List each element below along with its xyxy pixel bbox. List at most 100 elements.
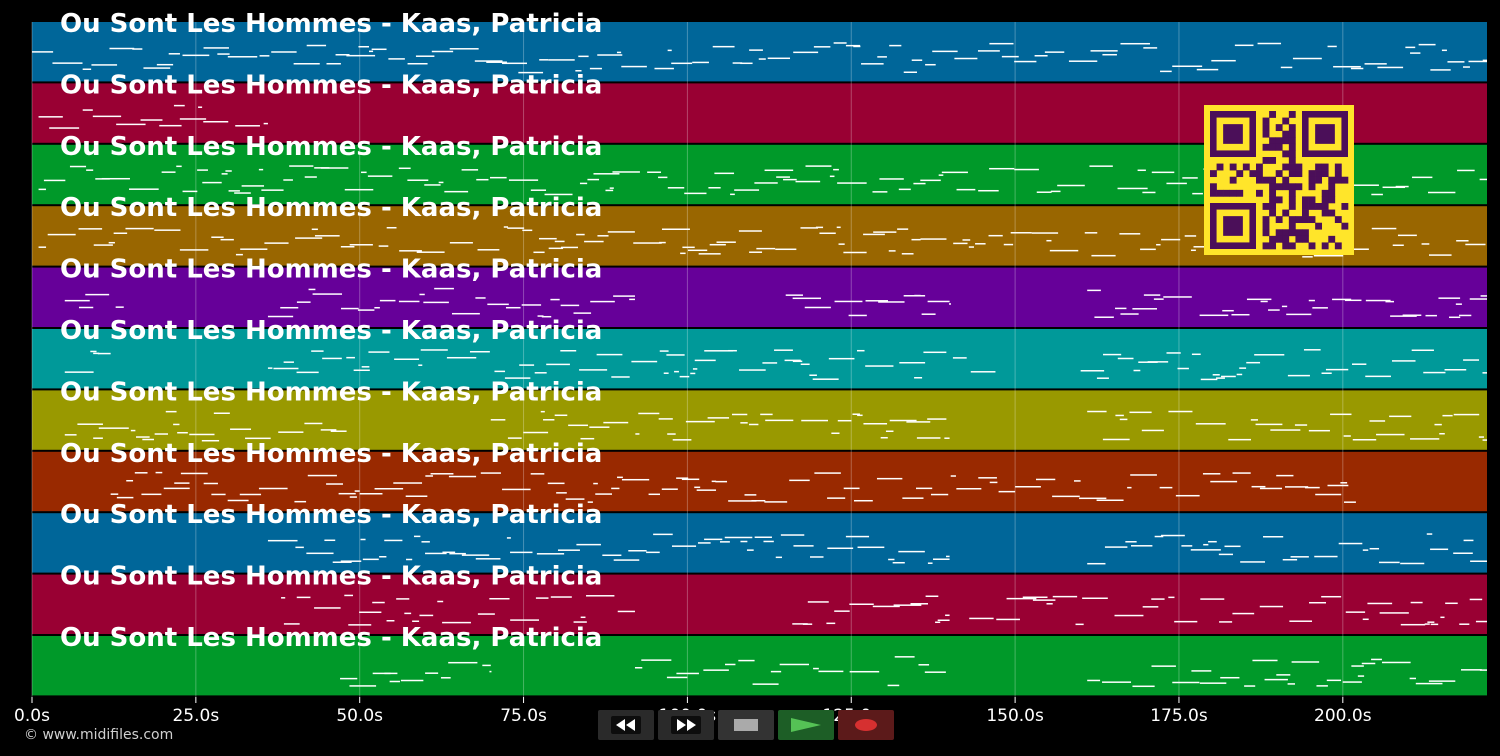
midi-note	[141, 493, 162, 496]
midi-note	[245, 437, 271, 440]
midi-note	[283, 361, 294, 363]
midi-note	[554, 414, 568, 417]
midi-note	[168, 53, 180, 55]
midi-note	[813, 667, 819, 670]
midi-note	[1102, 53, 1117, 56]
midi-note	[681, 478, 700, 481]
midi-note	[837, 419, 852, 422]
qr-module	[1256, 170, 1263, 178]
midi-note	[448, 661, 478, 664]
qr-module	[1275, 216, 1283, 224]
midi-note	[1218, 553, 1233, 556]
qr-module	[1262, 242, 1270, 250]
midi-note	[550, 298, 560, 301]
midi-note	[609, 187, 614, 189]
midi-note	[1199, 314, 1229, 317]
qr-module	[1288, 196, 1296, 204]
play-button[interactable]	[778, 710, 834, 740]
midi-note	[676, 672, 699, 675]
midi-note	[1161, 238, 1181, 241]
midi-note	[910, 603, 928, 605]
midi-note	[611, 376, 630, 378]
qr-module	[1269, 235, 1277, 243]
qr-module	[1288, 229, 1296, 237]
midi-note	[698, 253, 721, 255]
midi-note	[307, 474, 337, 477]
midi-note	[1321, 372, 1332, 374]
midi-note	[898, 550, 925, 553]
midi-note	[1325, 368, 1349, 371]
midi-note	[474, 60, 503, 62]
midi-note	[716, 241, 736, 243]
midi-note	[911, 238, 921, 241]
midi-note	[64, 434, 77, 436]
midi-note	[258, 487, 288, 490]
midi-note	[690, 372, 696, 375]
qr-module	[1275, 143, 1283, 151]
midi-note	[507, 437, 522, 439]
qr-module	[1295, 170, 1303, 178]
midi-note	[173, 423, 180, 426]
midi-note	[159, 124, 182, 127]
midi-note	[444, 190, 469, 193]
midi-note	[1479, 178, 1487, 181]
midi-note	[1425, 314, 1437, 317]
midi-note	[434, 287, 454, 290]
midi-note	[490, 176, 507, 179]
qr-module	[1229, 189, 1237, 197]
midi-note	[384, 539, 403, 542]
midi-note	[423, 301, 449, 304]
midi-note	[306, 44, 327, 47]
transport-toolbar	[598, 710, 902, 740]
midi-note	[809, 374, 817, 376]
qr-module	[1269, 209, 1277, 217]
midi-note	[603, 421, 629, 424]
midi-note	[885, 430, 894, 433]
midi-note	[161, 171, 176, 173]
midi-note	[1246, 298, 1272, 301]
midi-note	[848, 314, 867, 317]
midi-note	[575, 70, 582, 72]
midi-note	[1411, 349, 1434, 352]
midi-note	[93, 244, 113, 246]
midi-note	[510, 619, 540, 621]
midi-note	[1177, 367, 1189, 370]
midi-note	[1219, 621, 1233, 623]
midi-note	[937, 619, 950, 622]
midi-note	[504, 377, 531, 379]
qr-module	[1275, 170, 1283, 178]
qr-module	[1262, 222, 1270, 230]
midi-note	[1087, 679, 1101, 682]
midi-note	[338, 492, 356, 495]
midi-note	[573, 312, 592, 314]
stop-button[interactable]	[718, 710, 774, 740]
midi-note	[502, 488, 531, 491]
record-button[interactable]	[838, 710, 894, 740]
axis-tick-label: 75.0s	[500, 706, 547, 726]
qr-module	[1282, 176, 1290, 184]
midi-note	[389, 680, 400, 683]
fast-forward-button[interactable]	[658, 710, 714, 740]
midi-note	[666, 354, 685, 356]
rewind-button[interactable]	[598, 710, 654, 740]
midi-note	[548, 59, 575, 61]
qr-module	[1282, 150, 1290, 158]
midi-note	[1468, 60, 1487, 63]
midi-note	[1342, 681, 1362, 683]
midi-note	[1309, 601, 1327, 604]
qr-module	[1282, 183, 1290, 191]
midi-note	[1044, 51, 1065, 53]
midi-note	[368, 50, 374, 53]
axis-tick-label: 25.0s	[172, 706, 219, 726]
midi-note	[724, 536, 753, 539]
qr-module	[1302, 203, 1309, 210]
midi-note	[800, 363, 810, 366]
midi-note	[1154, 535, 1164, 538]
qr-module	[1308, 242, 1316, 250]
midi-note	[763, 540, 774, 543]
midi-note	[667, 187, 685, 189]
midi-note	[86, 169, 94, 171]
midi-note	[1371, 193, 1383, 196]
midi-note	[1153, 298, 1164, 300]
midi-note	[880, 436, 888, 439]
